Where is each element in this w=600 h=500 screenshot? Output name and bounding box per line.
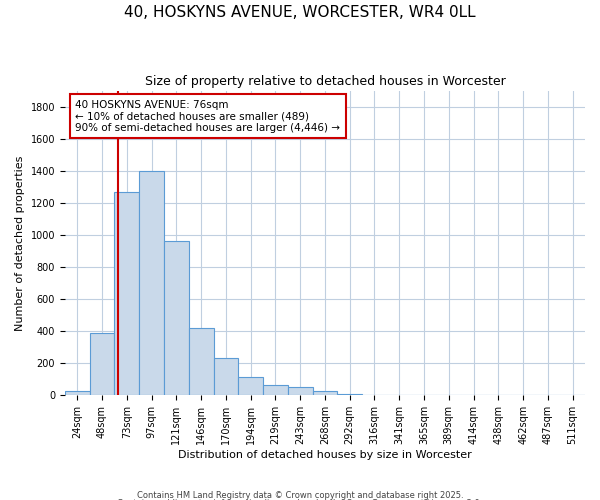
Bar: [337, 394, 362, 396]
Text: 40, HOSKYNS AVENUE, WORCESTER, WR4 0LL: 40, HOSKYNS AVENUE, WORCESTER, WR4 0LL: [124, 5, 476, 20]
Text: 40 HOSKYNS AVENUE: 76sqm
← 10% of detached houses are smaller (489)
90% of semi-: 40 HOSKYNS AVENUE: 76sqm ← 10% of detach…: [76, 100, 340, 133]
Bar: [263, 385, 288, 396]
Title: Size of property relative to detached houses in Worcester: Size of property relative to detached ho…: [145, 75, 505, 88]
X-axis label: Distribution of detached houses by size in Worcester: Distribution of detached houses by size …: [178, 450, 472, 460]
Y-axis label: Number of detached properties: Number of detached properties: [15, 156, 25, 330]
Bar: [89, 333, 115, 396]
Bar: [214, 358, 238, 396]
Text: Contains public sector information licensed under the Open Government Licence v3: Contains public sector information licen…: [118, 499, 482, 500]
Bar: [115, 192, 139, 396]
Bar: [65, 392, 89, 396]
Bar: [189, 328, 214, 396]
Bar: [288, 388, 313, 396]
Text: Contains HM Land Registry data © Crown copyright and database right 2025.: Contains HM Land Registry data © Crown c…: [137, 490, 463, 500]
Bar: [139, 171, 164, 396]
Bar: [164, 242, 189, 396]
Bar: [535, 394, 560, 396]
Bar: [313, 390, 337, 396]
Bar: [238, 377, 263, 396]
